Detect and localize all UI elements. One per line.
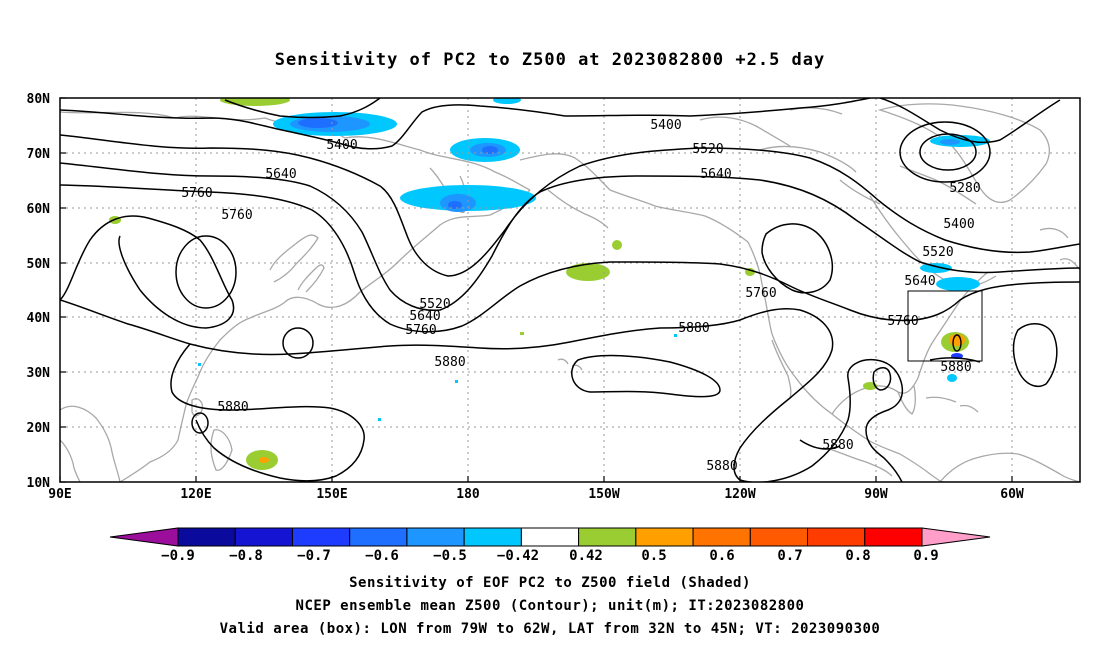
contour-label: 5760 [221,208,252,223]
colorbar-swatch [109,527,179,547]
latitude-labels: 80N 70N 60N 50N 40N 30N 20N 10N [27,92,51,491]
colorbar-swatch [406,527,465,547]
contour-label: 5400 [326,138,357,153]
colorbar-label: −0.42 [497,548,539,564]
colorbar-labels: −0.9 −0.8 −0.7 −0.6 −0.5 −0.42 0.42 0.5 … [161,548,939,564]
colorbar-label: −0.7 [297,548,331,564]
contour-label: 5760 [181,186,212,201]
map-frame [59,97,1081,483]
colorbar-label: −0.6 [365,548,399,564]
axis-ticks [59,97,1013,483]
lat-label: 60N [27,202,51,217]
local-contour [952,334,962,352]
contour-label: 5880 [706,459,737,474]
contour-label: 5280 [949,181,980,196]
contour-label: 5640 [265,167,296,182]
colorbar-swatch [864,527,923,547]
lon-label: 150E [316,487,347,500]
contour-label: 5520 [922,245,953,260]
lat-label: 70N [27,147,51,162]
z500-contours [60,98,1080,482]
contour-label: 5880 [940,360,971,375]
contour-label: 5880 [434,355,465,370]
lat-label: 40N [27,311,51,326]
map-plot: 5400 5400 5520 5640 5640 5760 5760 5520 … [27,92,1081,500]
colorbar-label: −0.9 [161,548,195,564]
contour-label: 5880 [217,400,248,415]
colorbar-swatch [692,527,751,547]
colorbar-label: 0.8 [845,548,870,564]
colorbar: −0.9 −0.8 −0.7 −0.6 −0.5 −0.42 0.42 0.5 … [109,527,991,564]
lat-label: 30N [27,366,51,381]
lon-label: 120W [724,487,755,500]
colorbar-swatch [921,527,991,547]
lon-label: 150W [588,487,619,500]
contour-label: 5880 [678,321,709,336]
lat-label: 20N [27,421,51,436]
chart-title: Sensitivity of PC2 to Z500 at 2023082800… [274,50,826,70]
footer-line-2: NCEP ensemble mean Z500 (Contour); unit(… [295,598,805,614]
colorbar-swatch [520,527,580,547]
colorbar-label: 0.42 [569,548,603,564]
contour-label: 5640 [700,167,731,182]
lon-label: 180 [456,487,480,500]
colorbar-swatch [749,527,809,547]
colorbar-swatch [291,527,351,547]
footer-line-3: Valid area (box): LON from 79W to 62W, L… [219,621,881,637]
lat-label: 10N [27,476,51,491]
contour-label: 5760 [405,323,436,338]
colorbar-swatches [109,527,991,547]
footer-line-1: Sensitivity of EOF PC2 to Z500 field (Sh… [349,575,751,591]
colorbar-swatch [234,527,293,547]
longitude-labels: 90E 120E 150E 180 150W 120W 90W 60W [48,487,1024,500]
lat-label: 80N [27,92,51,107]
contour-label: 5880 [822,438,853,453]
valid-area-box [907,290,983,362]
colorbar-swatch [463,527,522,547]
colorbar-label: 0.5 [641,548,666,564]
colorbar-swatch [349,527,408,547]
colorbar-swatch [578,527,637,547]
colorbar-label: 0.9 [913,548,938,564]
colorbar-label: 0.6 [709,548,734,564]
contour-label: 5520 [692,142,723,157]
contour-label: 5640 [904,274,935,289]
lon-label: 60W [1000,487,1024,500]
colorbar-label: 0.7 [777,548,802,564]
lon-label: 120E [180,487,211,500]
contour-label: 5760 [887,314,918,329]
colorbar-swatch [177,527,236,547]
contour-label: 5520 [419,297,450,312]
colorbar-label: −0.5 [433,548,467,564]
contour-labels: 5400 5400 5520 5640 5640 5760 5760 5520 … [181,118,980,474]
colorbar-label: −0.8 [229,548,263,564]
contour-label: 5640 [409,309,440,324]
contour-label: 5400 [943,217,974,232]
lat-label: 50N [27,257,51,272]
contour-label: 5400 [650,118,681,133]
colorbar-swatch [635,527,694,547]
coastlines [60,103,1080,482]
colorbar-swatch [807,527,866,547]
contour-label: 5760 [745,286,776,301]
lon-label: 90E [48,487,71,500]
lon-label: 90W [864,487,888,500]
